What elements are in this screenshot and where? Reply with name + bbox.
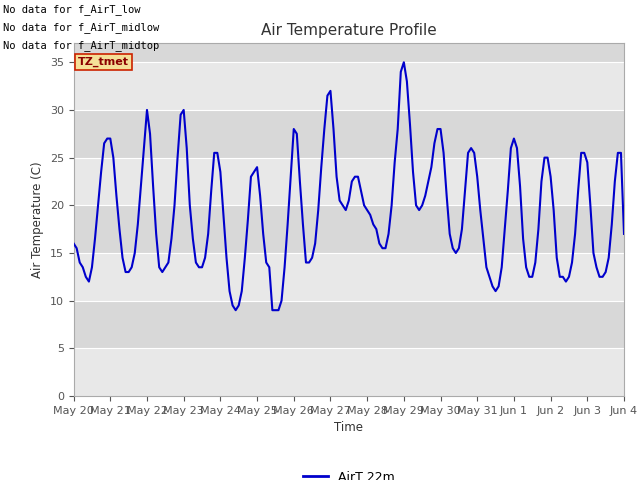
Bar — [74, 348, 624, 396]
Text: No data for f_AirT_midtop: No data for f_AirT_midtop — [3, 40, 159, 51]
Y-axis label: Air Temperature (C): Air Temperature (C) — [31, 161, 44, 278]
Text: No data for f_AirT_midlow: No data for f_AirT_midlow — [3, 22, 159, 33]
Legend: AirT 22m: AirT 22m — [298, 466, 399, 480]
Title: Air Temperature Profile: Air Temperature Profile — [261, 23, 436, 38]
Bar — [74, 62, 624, 110]
Bar — [74, 253, 624, 300]
X-axis label: Time: Time — [334, 421, 364, 434]
Bar — [74, 157, 624, 205]
Text: TZ_tmet: TZ_tmet — [78, 57, 129, 67]
Bar — [74, 300, 624, 348]
Text: No data for f_AirT_low: No data for f_AirT_low — [3, 4, 141, 15]
Bar — [74, 110, 624, 157]
Bar — [74, 205, 624, 253]
